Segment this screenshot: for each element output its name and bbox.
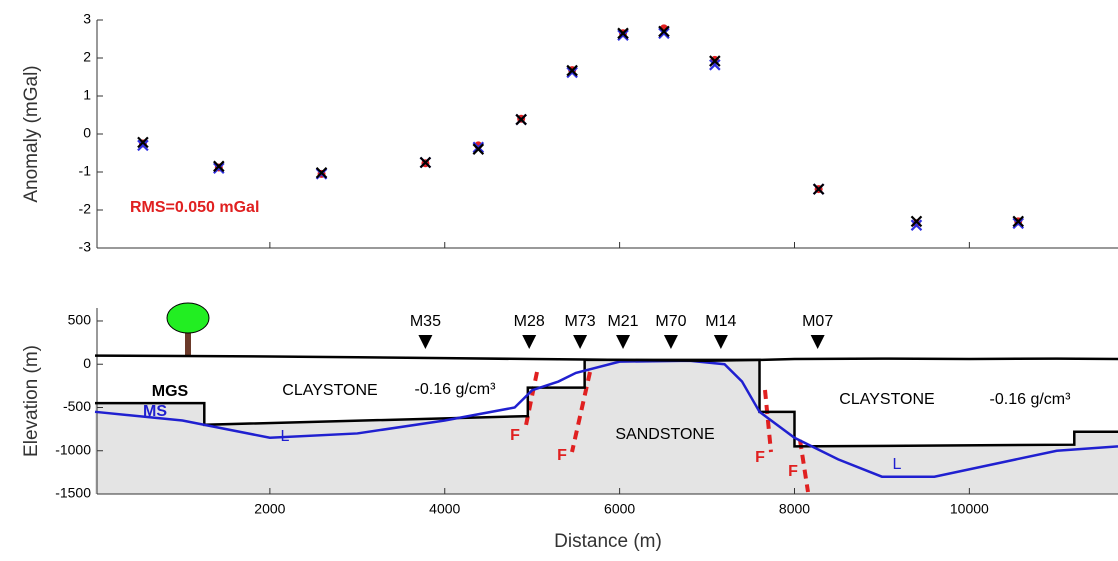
point-x	[812, 183, 825, 195]
station-label: M70	[655, 313, 686, 330]
point-x	[419, 156, 432, 169]
y-tick-label: -1000	[55, 441, 91, 457]
fault	[763, 389, 773, 453]
station-label: M73	[565, 313, 596, 330]
section-label: MGS	[152, 383, 189, 400]
y-tick-label: 1	[83, 87, 91, 103]
x-tick-label: 4000	[429, 501, 460, 517]
tree-crown	[166, 302, 210, 334]
fault	[798, 439, 810, 493]
y-tick-label: 500	[68, 312, 92, 328]
x-tick-label: 8000	[779, 501, 810, 517]
point-x	[658, 27, 670, 40]
profile-line	[94, 354, 1118, 363]
y-axis-label: Elevation (m)	[21, 345, 42, 457]
x-tick-label: 6000	[604, 501, 635, 517]
section-label: F	[755, 449, 765, 466]
section-label: F	[557, 447, 567, 464]
section-label: -0.16 g/cm³	[415, 381, 497, 398]
point-x	[910, 219, 923, 231]
fault	[523, 371, 539, 431]
point-x	[566, 66, 578, 79]
point-x	[472, 141, 485, 154]
y-tick-label: -1500	[55, 485, 91, 501]
x-tick-label: 2000	[254, 501, 285, 517]
point-x	[213, 160, 225, 173]
y-tick-label: -3	[79, 239, 92, 255]
y-tick-label: 0	[83, 355, 91, 371]
point-x	[137, 139, 149, 152]
section-label: F	[510, 427, 520, 444]
section-label: L	[281, 428, 290, 445]
point-x	[137, 136, 149, 149]
point-x	[213, 162, 225, 174]
station-label: M14	[705, 313, 736, 330]
layer-fill	[95, 359, 1118, 494]
y-tick-label: -500	[63, 398, 91, 414]
y-tick-label: -2	[79, 201, 92, 217]
station-label: M28	[514, 313, 545, 330]
point-x	[658, 25, 670, 38]
station-marker	[810, 335, 825, 349]
point-x	[1012, 215, 1025, 228]
station-marker	[663, 335, 678, 349]
rms-annotation: RMS=0.050 mGal	[130, 199, 259, 216]
station-marker	[616, 335, 631, 349]
point-x	[1012, 217, 1025, 230]
x-axis-label: Distance (m)	[554, 531, 662, 552]
fault	[570, 371, 592, 453]
station-marker	[573, 335, 588, 349]
station-marker	[418, 335, 433, 349]
station-marker	[522, 335, 537, 349]
point-x	[709, 55, 721, 67]
y-axis-label: Anomaly (mGal)	[21, 65, 42, 202]
section-label: SANDSTONE	[615, 426, 714, 443]
fault-lines	[523, 371, 810, 493]
section-label: F	[788, 463, 798, 480]
point-x	[910, 215, 923, 228]
point-x	[709, 59, 721, 71]
point-x	[566, 64, 578, 77]
section-label: MS	[143, 403, 167, 420]
section-label: -0.16 g/cm³	[990, 391, 1072, 408]
point-x	[617, 29, 629, 41]
y-tick-label: 2	[83, 49, 91, 65]
tree-trunk	[185, 325, 191, 355]
station-label: M21	[607, 313, 638, 330]
section-label: CLAYSTONE	[839, 391, 934, 408]
section-label: L	[893, 456, 902, 473]
station-label: M07	[802, 313, 833, 330]
section-label: CLAYSTONE	[282, 382, 377, 399]
tree	[166, 302, 210, 355]
point-x	[472, 143, 485, 155]
y-tick-label: 0	[83, 125, 91, 141]
point-x	[515, 113, 527, 126]
point-x	[617, 27, 629, 40]
station-label: M35	[410, 313, 441, 330]
y-tick-label: 3	[83, 11, 91, 27]
point-x	[315, 166, 328, 179]
x-tick-label: 10000	[950, 501, 989, 517]
station-marker	[713, 335, 728, 349]
y-tick-label: -1	[79, 163, 92, 179]
observed-point	[912, 219, 921, 228]
